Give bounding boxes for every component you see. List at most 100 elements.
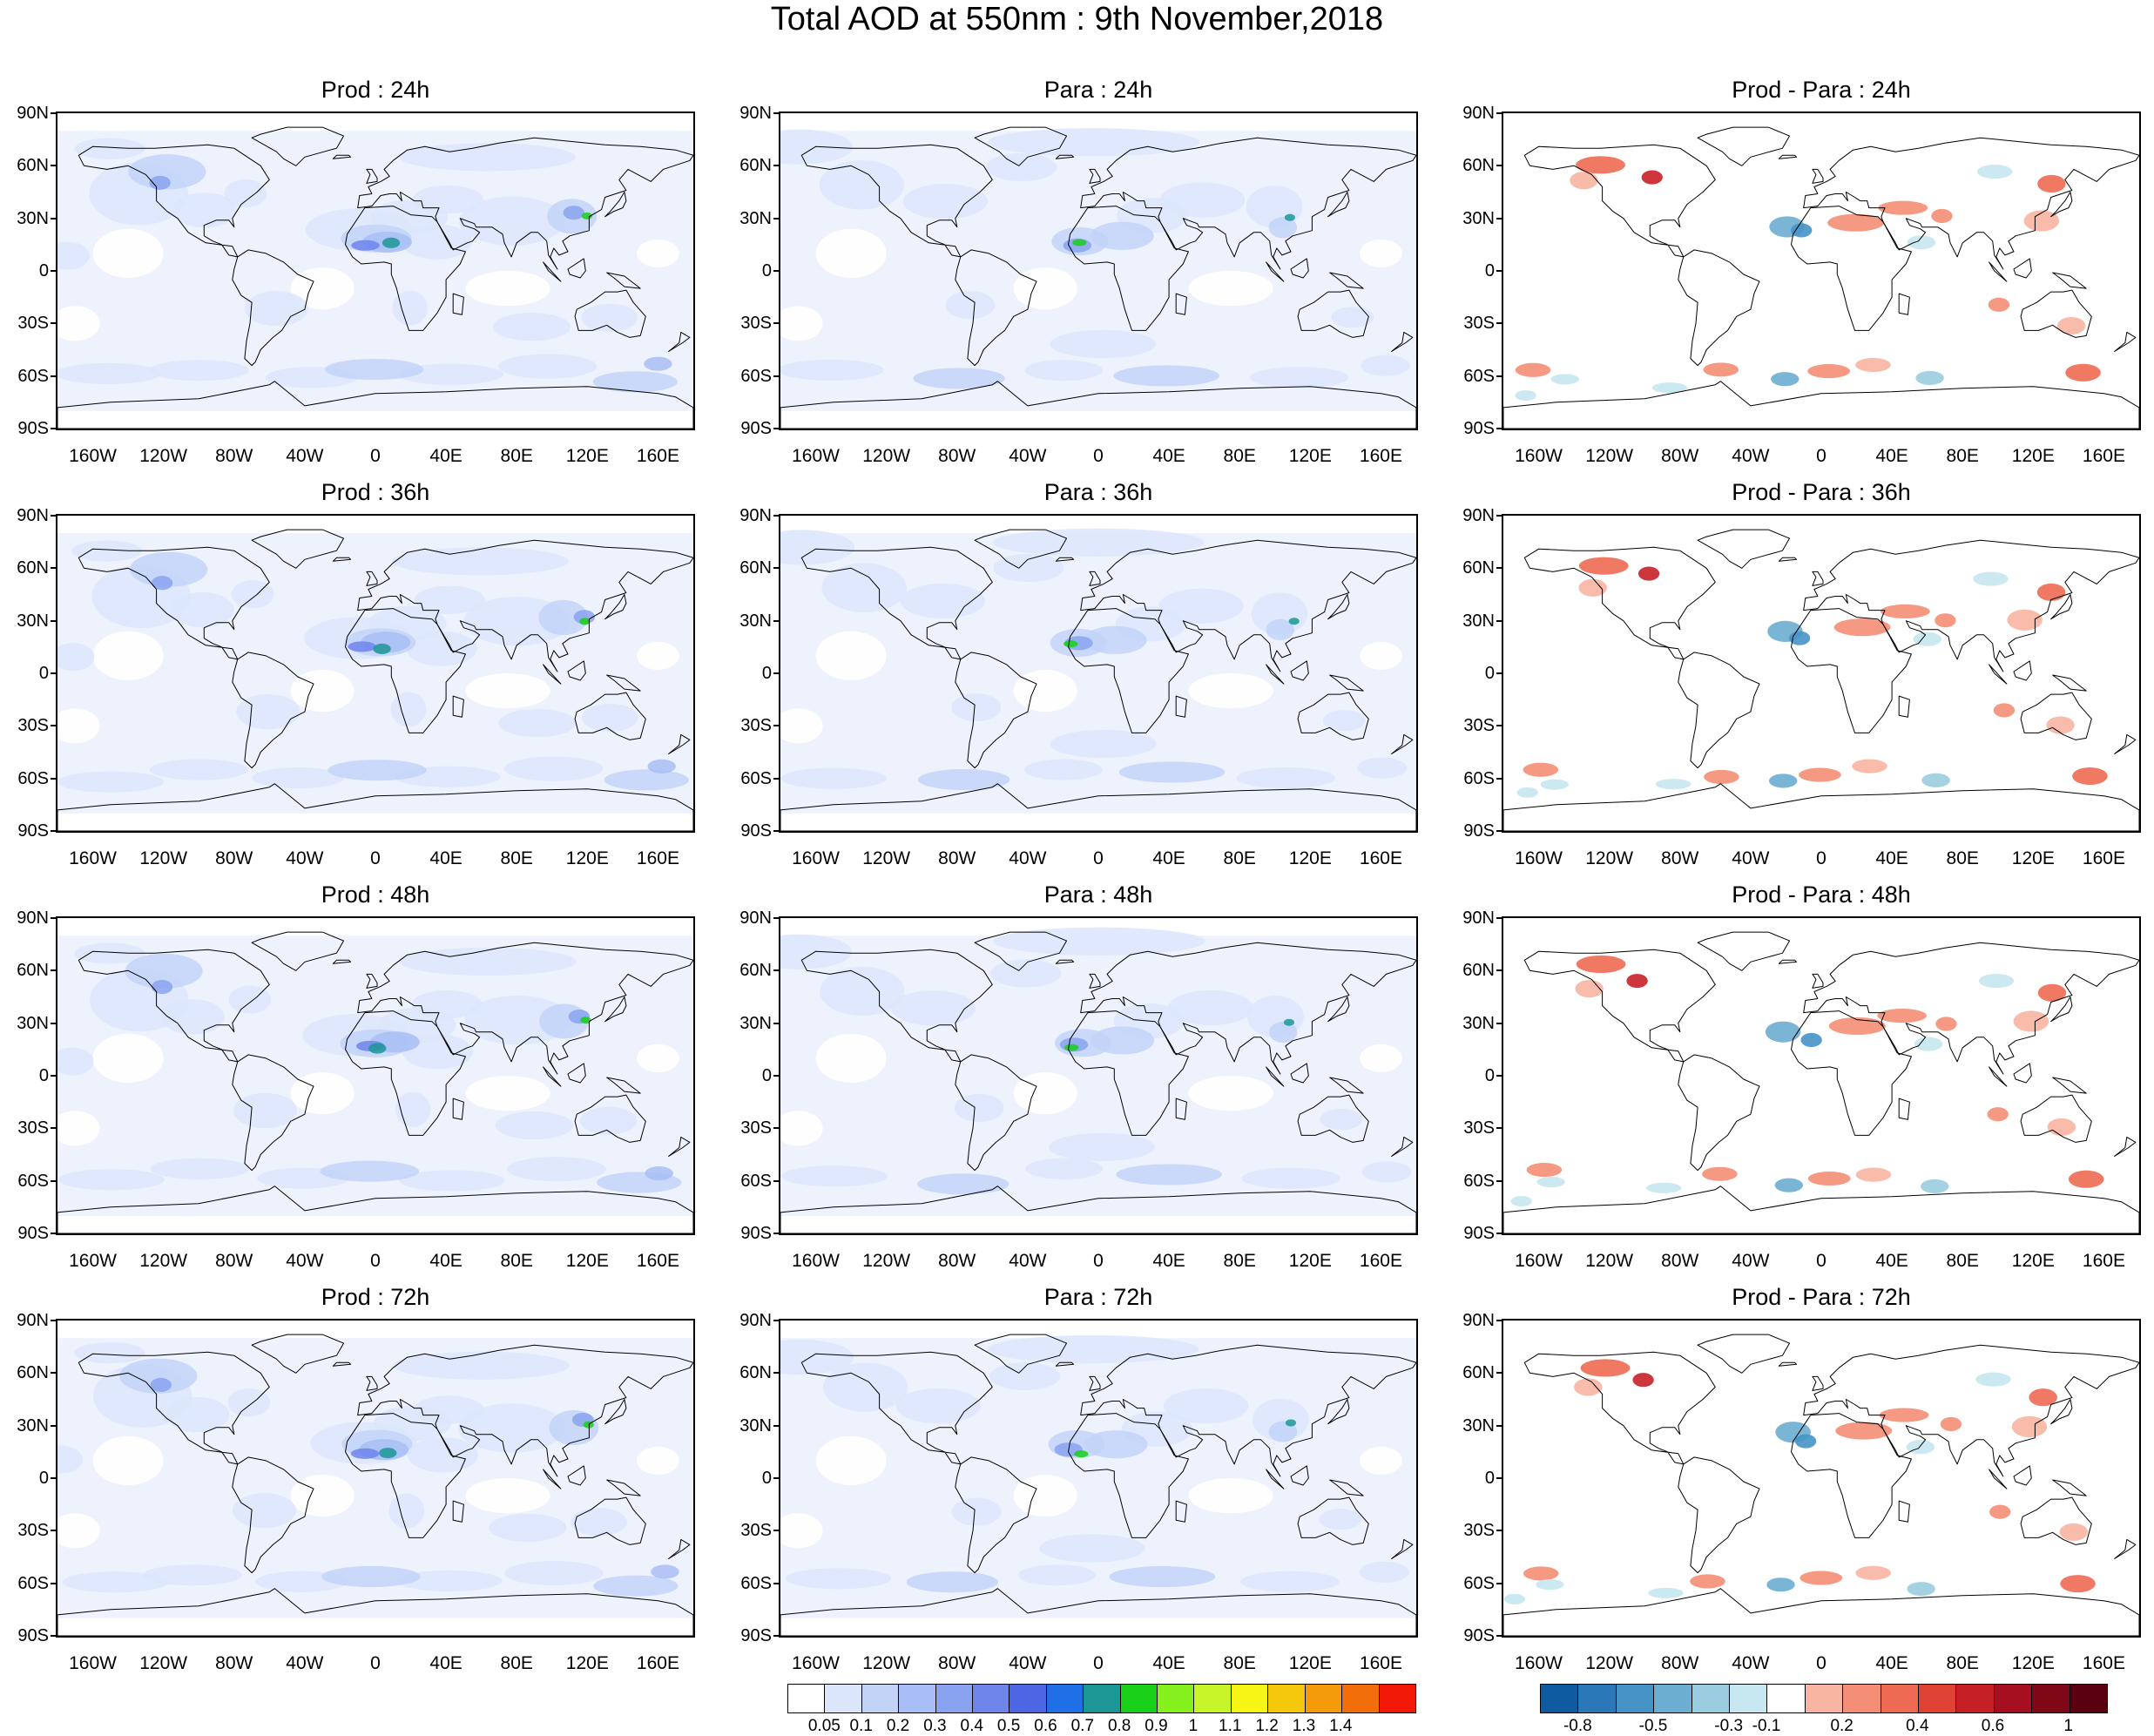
aod-patch [1331,307,1374,328]
difference-patch [1906,1440,1935,1455]
coastline [1391,1538,1414,1559]
colorbar-label: 0.4 [960,1717,983,1735]
aod-patch [604,769,689,791]
aod-patch [1268,1421,1298,1442]
aod-patch [945,291,996,320]
colorbar-cell [1691,1685,1731,1712]
latitude-tick [773,1582,779,1584]
aod-patch [1109,1566,1216,1588]
difference-patch [1878,200,1928,215]
difference-patch [1993,703,2016,718]
latitude-label: 90N [739,104,772,123]
coastline [1175,1500,1187,1523]
coastline [1678,249,1760,367]
map-panel-para: Para : 72h 90N 60N 30N 0 30S 60S 90S 160W 120W 80W… [723,1284,1418,1673]
coastline [1697,126,1790,166]
coastline [1175,293,1187,315]
difference-patch [2059,1523,2088,1541]
coastline [1175,695,1187,718]
difference-patch [2036,583,2066,601]
aod-patch [1050,329,1156,359]
aod-patch [913,368,1005,389]
difference-patch [2047,1118,2076,1136]
latitude-label: 60S [1463,768,1495,788]
coastlines [57,931,693,1233]
coastline [567,258,586,279]
latitude-tick [773,567,779,570]
colorbar-label: -0.8 [1563,1717,1592,1735]
aod-patch [399,143,576,172]
coastline [2052,1479,2087,1496]
coastline [574,1496,646,1545]
latitude-tick [773,515,779,517]
latitude-tick [773,1424,779,1427]
map-svg [57,1334,693,1636]
latitude-label: 30N [17,1013,49,1033]
aod-patch [1285,1419,1297,1427]
latitude-tick [51,1582,56,1584]
difference-patch [1913,632,1941,646]
coastline [2013,1465,2032,1486]
coastline [1290,258,1309,279]
latitude-label: 60N [739,961,772,981]
aod-patch [1284,213,1295,221]
latitude-tick [773,1372,779,1375]
longitude-label: 0 [1816,848,1827,868]
coastline [251,931,344,971]
colorbar-label: 0.2 [886,1717,910,1735]
difference-patch [1800,1032,1822,1047]
clear-region [1188,1076,1273,1111]
longitude-label: 80E [1946,1251,1979,1271]
aod-patch [780,359,884,381]
aod-patch [165,1396,230,1433]
clear-region [1013,1474,1077,1517]
map-plot-area [779,514,1418,833]
clear-region [465,1478,550,1514]
coastline [668,733,691,754]
coastline [345,608,466,733]
clear-region [465,1076,550,1111]
coastline [604,594,627,620]
clear-region [57,708,100,744]
longitude-label: 120E [565,848,609,868]
difference-patch [1503,1593,1526,1604]
coastline [1080,137,1416,270]
coastline [1327,192,1350,218]
difference-patch [1704,769,1739,784]
aod-patch [71,540,143,562]
difference-patch [1526,1162,1563,1178]
panel-title: Prod - Para : 36h [1732,479,1911,505]
coastline [345,1010,466,1136]
clear-region [92,228,164,279]
aod-patch [493,313,571,341]
aod-patch [382,237,401,248]
colorbar-cell [1084,1685,1121,1712]
longitude-label: 160E [636,848,679,868]
longitude-label: 40W [1732,446,1770,466]
coastline [1329,272,1364,289]
coastlines [1503,1334,2139,1636]
aod-patch [224,179,267,208]
latitude-label: 30S [17,1118,49,1138]
aod-patch [58,1169,165,1191]
coastline [1791,608,1912,733]
map-plot-area [56,916,695,1235]
latitude-tick [1496,515,1502,517]
clear-region [815,1033,887,1084]
coastline [345,206,466,331]
latitude-label: 30S [740,1521,772,1541]
coastlines [57,529,693,831]
coastline [57,783,693,831]
aod-patch [1236,767,1336,789]
map-plot-area [779,916,1418,1235]
map-panel-prod: Prod : 48h 90N 60N 30N 0 30S 60S 90S 160W 120W 80W… [0,882,695,1271]
latitude-tick [51,1635,56,1637]
latitude-tick [1496,725,1502,727]
difference-patch [1988,297,2010,312]
coastline [2114,1136,2137,1157]
aod-patch [987,128,1200,157]
longitude-label: 80E [1223,1251,1256,1271]
aod-patch [820,966,905,1017]
clear-region [92,1033,164,1084]
map-plot-area [56,111,695,430]
